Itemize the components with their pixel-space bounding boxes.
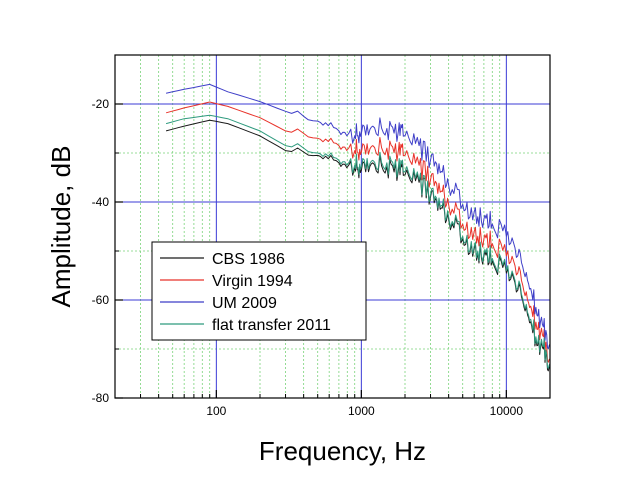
x-tick-label: 100 [206,404,226,418]
y-axis-title: Amplitude, dB [46,146,76,308]
y-tick-label: -60 [92,293,110,307]
major-gridlines [115,55,550,398]
axis-ticks [115,103,507,399]
series-line-3 [165,83,551,350]
x-axis-title: Frequency, Hz [259,436,426,466]
y-tick-label: -20 [92,97,110,111]
legend: CBS 1986 Virgin 1994 UM 2009 flat transfer … [151,241,367,341]
x-tick-label: 10000 [490,404,524,418]
legend-label-1: CBS 1986 [212,251,285,268]
axis-tick-labels: 100 1000 10000 -80 -60 -40 -20 [92,97,524,418]
series-lines [165,83,551,372]
minor-gridlines [115,55,550,398]
y-tick-label: -40 [92,195,110,209]
legend-label-2: Virgin 1994 [212,273,293,290]
series-line-2 [165,101,551,363]
legend-label-4: flat transfer 2011 [212,317,331,334]
plot-frame [114,54,551,399]
x-tick-label: 1000 [348,404,375,418]
y-tick-label: -80 [92,391,110,405]
series-line-4 [165,114,551,369]
legend-label-3: UM 2009 [212,295,277,312]
